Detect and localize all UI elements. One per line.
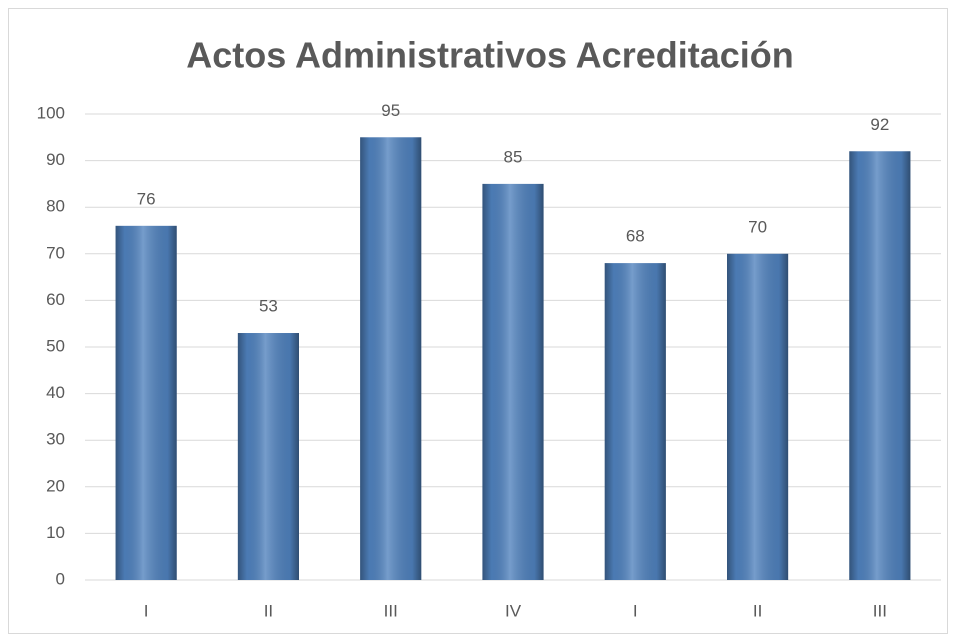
y-tick-label: 80: [46, 197, 65, 216]
x-tick-label: IV: [505, 601, 522, 620]
y-tick-label: 90: [46, 150, 65, 169]
y-tick-label: 20: [46, 476, 65, 495]
bar: [115, 225, 177, 580]
x-tick-label: I: [144, 601, 149, 620]
bar: [849, 151, 911, 580]
data-label: 85: [504, 147, 523, 166]
y-tick-label: 30: [46, 430, 65, 449]
data-label: 95: [381, 101, 400, 120]
x-tick-label: II: [753, 601, 762, 620]
data-label: 76: [137, 189, 156, 208]
bar: [727, 253, 789, 581]
bar: [237, 333, 299, 580]
y-tick-label: 60: [46, 290, 65, 309]
y-tick-label: 40: [46, 383, 65, 402]
data-label: 68: [626, 227, 645, 246]
y-tick-label: 10: [46, 523, 65, 542]
data-label: 53: [259, 297, 278, 316]
data-label: 70: [748, 217, 767, 236]
x-tick-label: II: [264, 601, 273, 620]
x-tick-label: III: [873, 601, 887, 620]
chart-title: Actos Administrativos Acreditación: [186, 35, 793, 76]
bar: [604, 263, 666, 580]
y-tick-label: 50: [46, 336, 65, 355]
bar: [360, 137, 422, 581]
data-label: 92: [870, 115, 889, 134]
y-tick-label: 100: [37, 103, 65, 122]
x-tick-label: III: [384, 601, 398, 620]
x-tick-label: I: [633, 601, 638, 620]
y-tick-label: 70: [46, 243, 65, 262]
bar: [482, 183, 544, 580]
y-tick-label: 0: [56, 569, 65, 588]
